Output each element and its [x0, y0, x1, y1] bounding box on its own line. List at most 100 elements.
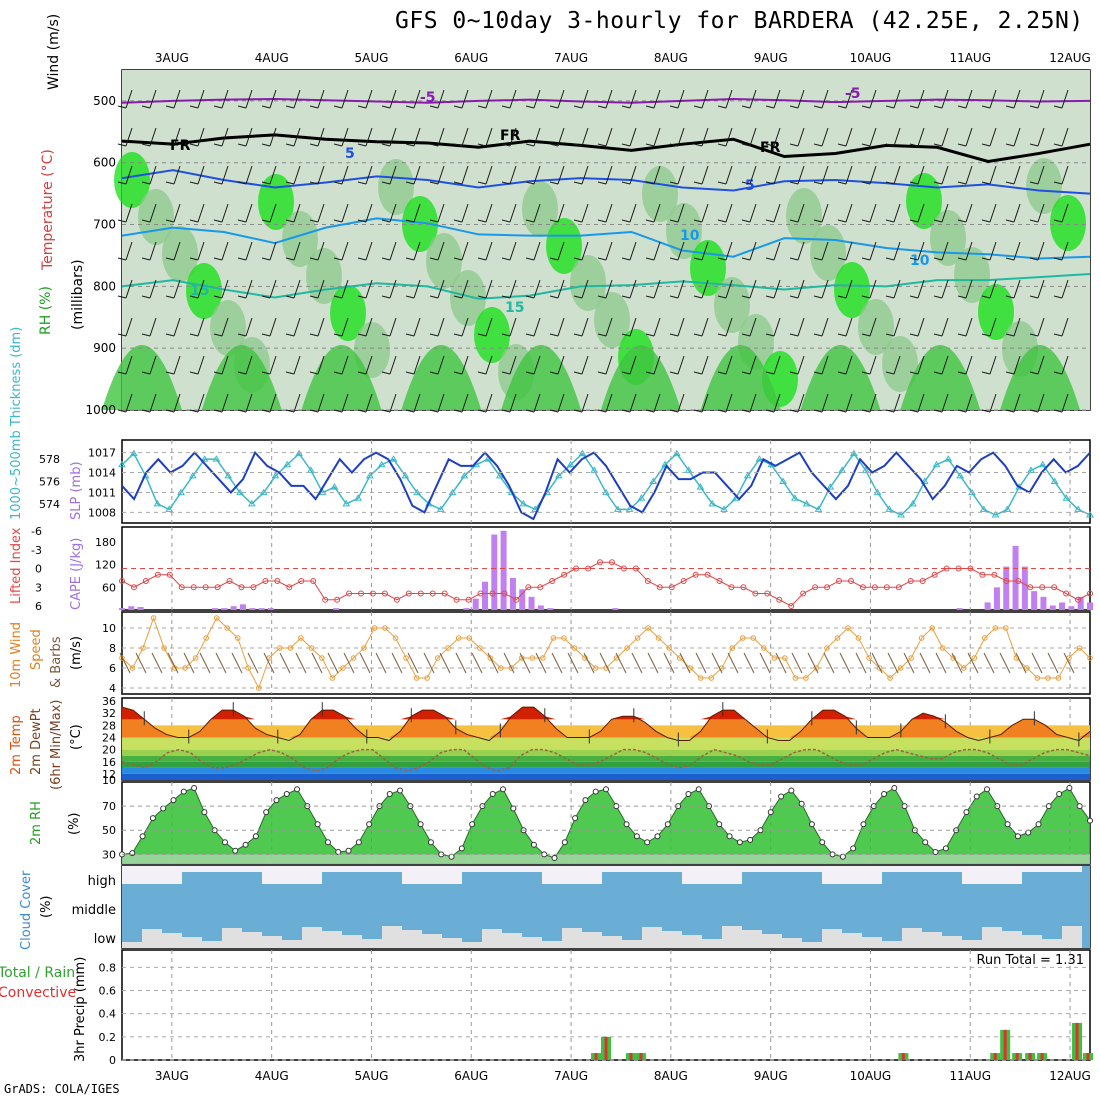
rh2m-marker: [551, 854, 558, 861]
wind-barb: [933, 257, 943, 261]
wind-barb: [245, 203, 253, 223]
wind-barb: [429, 257, 439, 261]
wind-barb: [237, 409, 247, 413]
lifted-index-marker: [836, 578, 843, 584]
thickness-marker: [259, 488, 268, 496]
wind-barb: [189, 371, 199, 375]
wind-barb: [653, 241, 661, 261]
wind10-barb: [807, 652, 819, 674]
cloud-high-clear: [582, 866, 602, 884]
wind10-barb: [375, 652, 387, 674]
wind-barb: [213, 333, 223, 337]
precip-convective-bar: [1040, 1053, 1044, 1060]
thickness-marker: [991, 511, 1000, 518]
wind-barb: [893, 165, 901, 185]
wind-barb: [389, 241, 397, 261]
wind10-barb: [391, 652, 403, 674]
wind10-speed-marker: [729, 645, 736, 651]
rh2m-marker: [1056, 791, 1063, 798]
cloud-low-clear: [942, 936, 962, 948]
rh-shade: [978, 284, 1014, 340]
wind-barb: [869, 393, 877, 413]
thickness-marker: [979, 505, 988, 512]
cloud-high-clear: [442, 866, 462, 884]
wind-barb: [341, 355, 349, 375]
wind-barb: [405, 143, 415, 147]
axis-label-precip-total: Total / Rain: [0, 965, 75, 981]
wind-barb: [317, 279, 325, 299]
wind-barb: [933, 143, 943, 147]
cloud-low-clear: [1062, 926, 1082, 948]
wind-barb: [885, 105, 895, 109]
rh-shade: [1000, 345, 1081, 410]
rh2m-marker: [242, 841, 249, 848]
rh-shade: [402, 196, 438, 252]
cloud-low-clear: [222, 928, 242, 948]
wind-barb: [605, 279, 613, 299]
wind10-barb: [743, 652, 755, 674]
wind-barb: [837, 105, 847, 109]
wind-barb: [573, 105, 583, 109]
thickness-tick-label: 578: [39, 453, 60, 466]
temp-area: [122, 707, 1090, 738]
rh-shade: [450, 270, 486, 326]
rh2m-marker: [850, 845, 857, 852]
wind-barb: [245, 241, 253, 261]
wind-barb: [173, 241, 181, 261]
wind-barb: [141, 219, 151, 223]
wind-barb: [197, 355, 205, 375]
rh-shade: [258, 174, 294, 230]
wind-barb: [141, 333, 151, 337]
rh-shade: [201, 345, 282, 410]
wind-barb: [309, 181, 319, 185]
slp-tick-label: 1008: [88, 506, 116, 519]
cloud-low-clear: [662, 931, 682, 948]
thickness-tick-label: 574: [39, 498, 60, 511]
wind-barb: [141, 295, 151, 299]
wind-barb: [437, 355, 445, 375]
isotherm-label: 10: [680, 228, 700, 244]
wind10-speed-marker: [540, 655, 546, 661]
cloud-low-clear: [822, 929, 842, 948]
wind-barb: [141, 371, 151, 375]
cloud-low-clear: [562, 928, 582, 948]
wind-barb: [533, 317, 541, 337]
wind-barb: [165, 295, 175, 299]
wind-barb: [293, 393, 301, 413]
wind-barb: [1013, 203, 1021, 223]
wind-barb: [117, 371, 127, 375]
wind-barb: [1037, 355, 1045, 375]
wind-barb: [461, 165, 469, 185]
wind-barb: [485, 165, 493, 185]
rh2m-marker: [654, 833, 661, 840]
wind-barb: [1005, 105, 1015, 109]
cape-bar: [249, 608, 256, 610]
thickness-marker: [531, 505, 540, 512]
cloud-high-clear: [342, 866, 362, 872]
wind-barb: [413, 89, 421, 109]
wind-barb: [549, 219, 559, 223]
rh2m-marker: [891, 785, 898, 792]
axis-label-speed: Speed: [29, 629, 44, 670]
wind-barb: [429, 143, 439, 147]
wind-barb: [405, 257, 415, 261]
cloud-low-clear: [402, 930, 422, 948]
wind-barb: [165, 181, 175, 185]
date-label-bottom: 7AUG: [554, 1069, 588, 1083]
wind-barb: [413, 203, 421, 223]
wind10-speed-marker: [224, 625, 231, 631]
thickness-marker: [212, 455, 221, 462]
rh-shade: [800, 345, 881, 410]
axis-label-2m-temp: 2m Temp: [9, 715, 24, 775]
lifted-index-marker: [704, 571, 711, 578]
rh2m-marker: [1014, 833, 1021, 840]
wind-barb: [173, 355, 181, 375]
wind-barb: [453, 219, 463, 223]
wind-barb: [941, 355, 949, 375]
wind-barb: [909, 371, 919, 375]
wind-barb: [837, 257, 847, 261]
lifted-index-marker: [716, 578, 723, 584]
pressure-tick-label: 900: [93, 341, 116, 355]
wind10-barb: [663, 652, 675, 674]
wind-barb: [309, 333, 319, 337]
